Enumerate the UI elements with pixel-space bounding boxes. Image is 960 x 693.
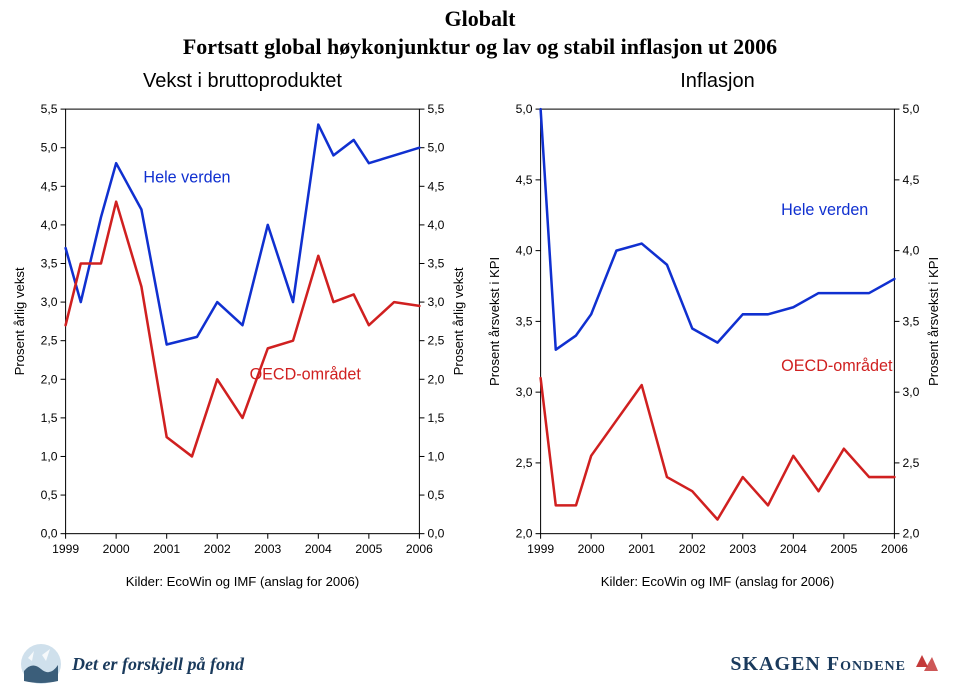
svg-text:2006: 2006	[406, 542, 433, 556]
svg-text:1,5: 1,5	[41, 411, 58, 425]
svg-text:3,0: 3,0	[516, 385, 533, 399]
svg-text:4,5: 4,5	[427, 179, 444, 193]
svg-text:Prosent årsvekst i KPI: Prosent årsvekst i KPI	[926, 257, 941, 386]
footer-brand-word1: SKAGEN	[730, 653, 820, 675]
svg-text:2001: 2001	[628, 542, 655, 556]
svg-text:Kilder: EcoWin og IMF (anslag: Kilder: EcoWin og IMF (anslag for 2006)	[601, 574, 834, 589]
svg-text:2004: 2004	[780, 542, 807, 556]
footer-left: Det er forskjell på fond	[20, 643, 244, 685]
svg-text:2001: 2001	[153, 542, 180, 556]
svg-text:2,5: 2,5	[41, 334, 58, 348]
svg-text:4,5: 4,5	[516, 173, 533, 187]
page-title: Globalt	[0, 6, 960, 32]
svg-text:1,0: 1,0	[427, 450, 444, 464]
svg-text:5,0: 5,0	[902, 102, 919, 116]
svg-text:5,0: 5,0	[427, 141, 444, 155]
footer-right: SKAGEN Fondene	[730, 651, 940, 677]
svg-text:2003: 2003	[729, 542, 756, 556]
chart-left: Vekst i bruttoproduktet 0,0 0,0 0,5 0,5 1,0 1…	[10, 70, 475, 604]
svg-text:0,0: 0,0	[427, 527, 444, 541]
svg-text:3,0: 3,0	[902, 385, 919, 399]
svg-text:2005: 2005	[830, 542, 857, 556]
svg-text:2,5: 2,5	[516, 456, 533, 470]
svg-text:4,0: 4,0	[427, 218, 444, 232]
svg-text:4,5: 4,5	[41, 179, 58, 193]
footer-logo-right	[914, 651, 940, 677]
svg-text:4,0: 4,0	[41, 218, 58, 232]
chart-right-svg: 2,0 2,0 2,5 2,5 3,0 3,0 3,5 3,5 4,0 4,0 4,5 4,5 5,0 5…	[485, 99, 950, 604]
svg-text:5,0: 5,0	[41, 141, 58, 155]
svg-text:2,0: 2,0	[427, 372, 444, 386]
chart-right-title: Inflasjon	[485, 70, 950, 93]
svg-text:4,0: 4,0	[516, 244, 533, 258]
svg-text:0,0: 0,0	[41, 527, 58, 541]
chart-left-title: Vekst i bruttoproduktet	[10, 70, 475, 93]
svg-text:2006: 2006	[881, 542, 908, 556]
svg-text:5,5: 5,5	[41, 102, 58, 116]
svg-text:Prosent årlig vekst: Prosent årlig vekst	[451, 267, 466, 375]
svg-text:Prosent årlig vekst: Prosent årlig vekst	[12, 267, 27, 375]
svg-text:3,0: 3,0	[41, 295, 58, 309]
svg-text:1,5: 1,5	[427, 411, 444, 425]
svg-text:2005: 2005	[355, 542, 382, 556]
svg-text:2004: 2004	[305, 542, 332, 556]
charts-row: Vekst i bruttoproduktet 0,0 0,0 0,5 0,5 1,0 1…	[0, 60, 960, 604]
svg-text:3,0: 3,0	[427, 295, 444, 309]
svg-text:1999: 1999	[527, 542, 554, 556]
footer: Det er forskjell på fond SKAGEN Fondene	[0, 643, 960, 685]
svg-text:2,5: 2,5	[427, 334, 444, 348]
svg-text:2,0: 2,0	[516, 527, 533, 541]
svg-text:4,5: 4,5	[902, 173, 919, 187]
page-header: Globalt Fortsatt global høykonjunktur og…	[0, 0, 960, 60]
svg-text:2,5: 2,5	[902, 456, 919, 470]
footer-tagline: Det er forskjell på fond	[72, 654, 244, 675]
chart-right: Inflasjon 2,0 2,0 2,5 2,5 3,0 3,0 3,5 3,5 4,0 4,0…	[485, 70, 950, 604]
svg-text:0,5: 0,5	[427, 488, 444, 502]
svg-text:Prosent årsvekst i KPI: Prosent årsvekst i KPI	[487, 257, 502, 386]
svg-text:4,0: 4,0	[902, 244, 919, 258]
svg-text:Kilder: EcoWin og IMF (anslag: Kilder: EcoWin og IMF (anslag for 2006)	[126, 574, 359, 589]
svg-text:2002: 2002	[679, 542, 706, 556]
svg-text:2000: 2000	[103, 542, 130, 556]
svg-text:0,5: 0,5	[41, 488, 58, 502]
svg-text:1999: 1999	[52, 542, 79, 556]
footer-brand: SKAGEN Fondene	[730, 653, 906, 676]
svg-text:5,0: 5,0	[516, 102, 533, 116]
svg-text:OECD-området: OECD-området	[781, 357, 893, 375]
chart-left-svg: 0,0 0,0 0,5 0,5 1,0 1,0 1,5 1,5 2,0 2,0 2,5 2,5 3,0 3…	[10, 99, 475, 604]
page-subtitle: Fortsatt global høykonjunktur og lav og …	[0, 34, 960, 60]
svg-text:2003: 2003	[254, 542, 281, 556]
svg-text:2000: 2000	[578, 542, 605, 556]
svg-text:Hele verden: Hele verden	[143, 168, 230, 186]
svg-text:OECD-området: OECD-området	[250, 365, 362, 383]
svg-text:5,5: 5,5	[427, 102, 444, 116]
svg-text:Hele verden: Hele verden	[781, 201, 868, 219]
svg-text:3,5: 3,5	[516, 314, 533, 328]
svg-text:3,5: 3,5	[902, 314, 919, 328]
svg-text:3,5: 3,5	[427, 257, 444, 271]
footer-brand-word2: Fondene	[827, 653, 906, 675]
svg-text:2,0: 2,0	[41, 372, 58, 386]
svg-text:3,5: 3,5	[41, 257, 58, 271]
svg-text:1,0: 1,0	[41, 450, 58, 464]
footer-logo-left	[20, 643, 62, 685]
svg-text:2002: 2002	[204, 542, 231, 556]
svg-text:2,0: 2,0	[902, 527, 919, 541]
